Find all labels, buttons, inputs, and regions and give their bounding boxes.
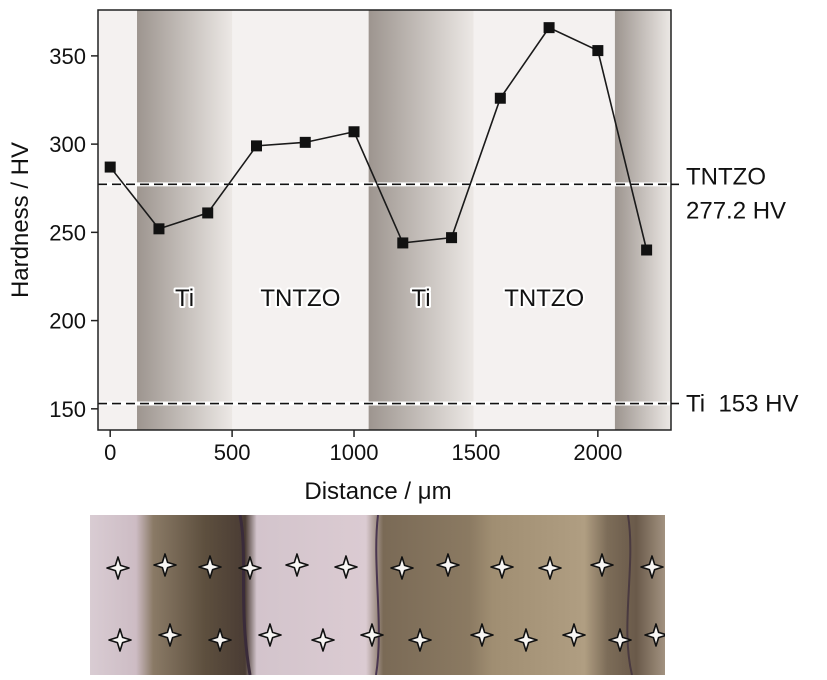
data-point [446, 232, 458, 244]
data-point [250, 140, 262, 152]
phase-boundary [626, 515, 633, 675]
y-tick-label: 200 [49, 309, 86, 334]
indent-mark [311, 628, 335, 652]
series-line [109, 26, 648, 251]
y-axis-label: Hardness / HV [7, 142, 34, 298]
x-tick-label: 500 [214, 440, 251, 465]
x-tick-label: 1500 [451, 440, 500, 465]
indent-mark [390, 556, 414, 580]
indent-mark [334, 555, 358, 579]
indent-mark [198, 555, 222, 579]
axes: 0 500 1000 1500 2000 150 200 250 300 350 [49, 44, 622, 465]
indent-mark [360, 623, 384, 647]
indent-mark [106, 556, 130, 580]
indent-marks [106, 553, 665, 652]
indent-mark [108, 628, 132, 652]
region-label: Ti [412, 285, 431, 312]
x-tick-label: 1000 [330, 440, 379, 465]
phase-boundary [238, 515, 252, 675]
indent-mark [644, 623, 665, 647]
micrograph-image [90, 515, 665, 675]
data-point [592, 45, 604, 57]
x-tick-label: 2000 [573, 440, 622, 465]
indent-mark [562, 623, 586, 647]
indent-mark [490, 555, 514, 579]
phase-boundary [375, 515, 380, 675]
reference-lines [98, 182, 671, 406]
x-tick-label: 0 [104, 440, 116, 465]
region-label: TNTZO [260, 285, 340, 312]
indent-mark [590, 553, 614, 577]
indent-mark [640, 555, 664, 579]
hardness-series [104, 22, 653, 256]
x-axis-label: Distance / μm [304, 478, 451, 505]
indent-mark [238, 556, 262, 580]
data-point [104, 161, 116, 173]
data-point [543, 22, 555, 34]
data-point [348, 126, 360, 138]
indent-mark [408, 628, 432, 652]
indent-mark [153, 553, 177, 577]
y-tick-label: 250 [49, 220, 86, 245]
indent-mark [158, 623, 182, 647]
plot-area: Ti TNTZO Ti TNTZO [97, 9, 672, 431]
indent-mark [470, 623, 494, 647]
indent-mark [285, 553, 309, 577]
y-tick-label: 150 [49, 397, 86, 422]
indent-mark [436, 553, 460, 577]
region-band [368, 10, 474, 430]
region-band [614, 10, 671, 430]
y-tick-label: 350 [49, 44, 86, 69]
plot-frame [97, 9, 672, 431]
indent-mark [258, 623, 282, 647]
indent-mark [514, 628, 538, 652]
data-point [641, 244, 653, 256]
data-point [299, 136, 311, 148]
indent-mark [208, 628, 232, 652]
data-point [397, 237, 409, 249]
data-point [153, 223, 165, 235]
reference-label: 277.2 HV [686, 197, 786, 224]
indent-mark [608, 628, 632, 652]
reference-label: Ti 153 HV [686, 391, 799, 418]
region-label: Ti [175, 285, 194, 312]
reference-label: TNTZO [686, 163, 766, 190]
data-point [202, 207, 214, 219]
y-tick-label: 300 [49, 132, 86, 157]
data-point [494, 92, 506, 104]
indent-mark [538, 556, 562, 580]
region-bands: Ti TNTZO Ti TNTZO [137, 10, 671, 430]
region-label: TNTZO [504, 285, 584, 312]
